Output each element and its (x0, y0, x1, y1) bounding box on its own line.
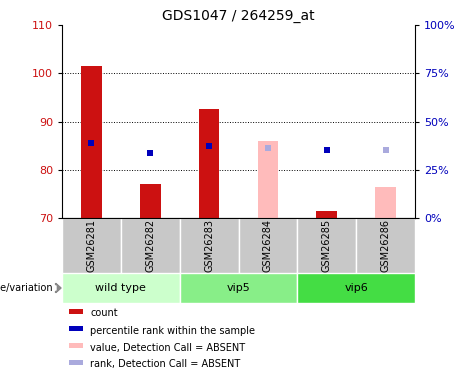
Bar (199, 110, 219, 218)
Text: GSM26282: GSM26282 (145, 219, 155, 272)
Bar (69, 326, 83, 331)
Bar (140, 184, 160, 218)
Text: value, Detection Call = ABSENT: value, Detection Call = ABSENT (90, 342, 245, 352)
Bar (69, 360, 83, 365)
Bar (316, 211, 337, 218)
Text: percentile rank within the sample: percentile rank within the sample (90, 326, 255, 336)
Text: GSM26283: GSM26283 (204, 219, 214, 272)
Text: genotype/variation: genotype/variation (0, 283, 53, 293)
Bar (180, 218, 238, 273)
Title: GDS1047 / 264259_at: GDS1047 / 264259_at (162, 9, 315, 22)
Text: GSM26286: GSM26286 (381, 219, 390, 272)
Bar (69, 309, 83, 314)
Bar (121, 218, 180, 273)
Bar (69, 343, 83, 348)
Text: count: count (90, 309, 118, 318)
Bar (81, 66, 102, 218)
Text: rank, Detection Call = ABSENT: rank, Detection Call = ABSENT (90, 360, 241, 369)
Bar (258, 141, 278, 218)
Bar (180, 273, 297, 303)
Bar (297, 273, 415, 303)
Text: vip6: vip6 (344, 283, 368, 293)
Text: GSM26285: GSM26285 (322, 219, 332, 272)
Bar (297, 218, 356, 273)
Text: GSM26281: GSM26281 (86, 219, 96, 272)
Bar (62, 218, 121, 273)
Bar (375, 187, 396, 218)
Text: GSM26284: GSM26284 (263, 219, 273, 272)
Text: vip5: vip5 (227, 283, 250, 293)
Text: wild type: wild type (95, 283, 146, 293)
Bar (62, 273, 180, 303)
Bar (356, 218, 415, 273)
Bar (238, 218, 297, 273)
